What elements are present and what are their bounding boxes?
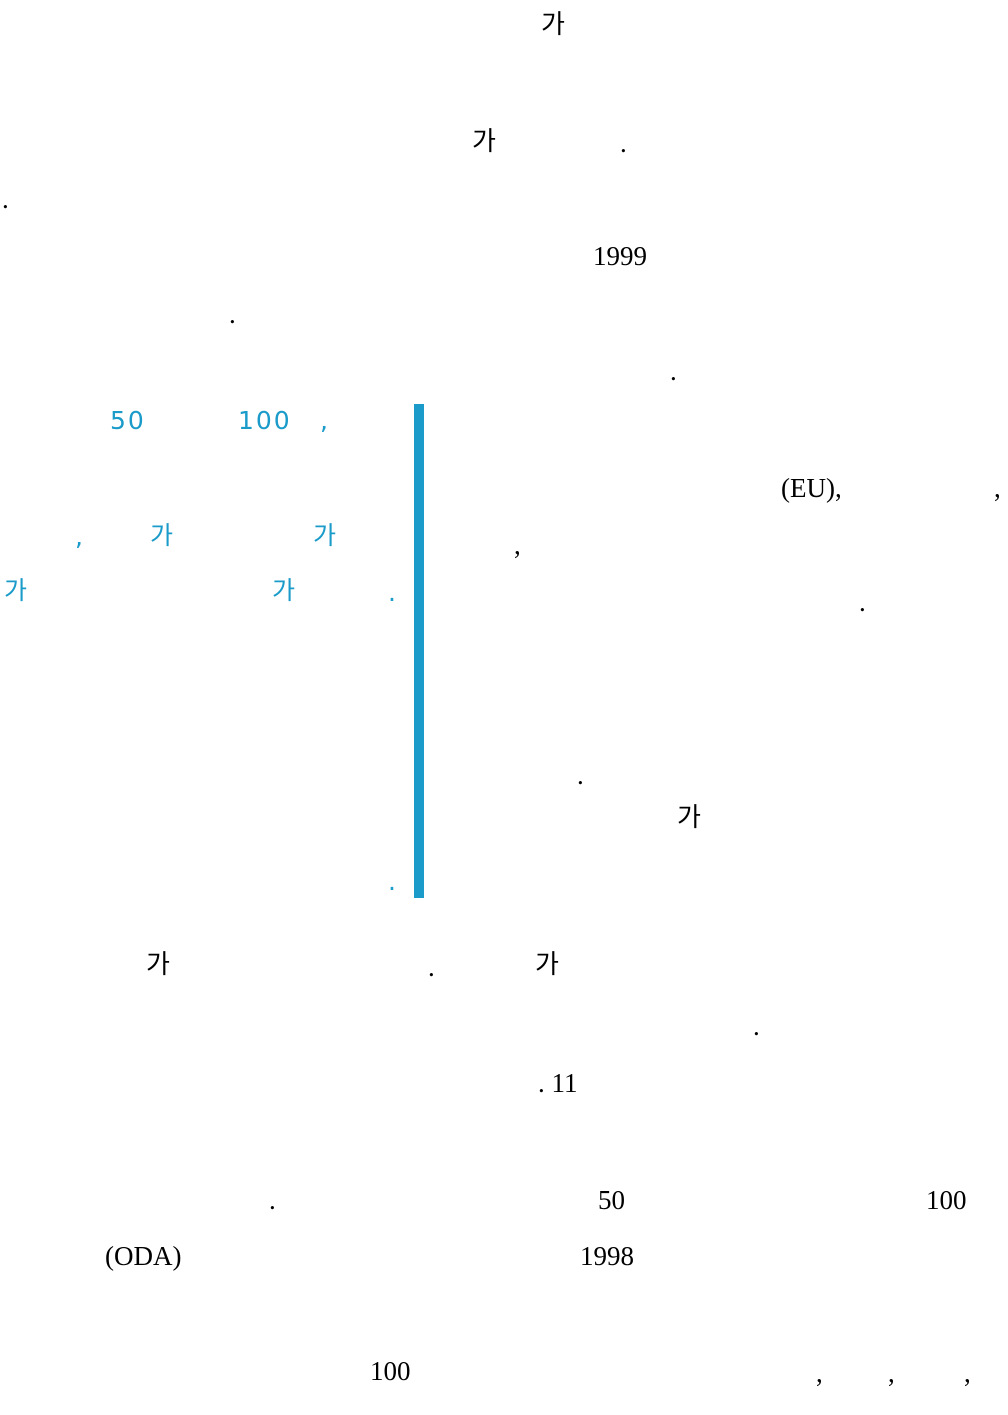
text-fragment: . [428,952,435,982]
pull-quote-fragment: 가 [4,576,30,605]
text-fragment: . 11 [538,1068,578,1098]
text-fragment: 1999 [593,241,647,271]
text-fragment: , [994,473,1001,503]
text-fragment: 100 [926,1185,967,1215]
text-fragment: . [670,356,677,386]
text-fragment: , [816,1358,823,1388]
text-fragment: . [620,128,627,158]
text-fragment: (ODA) [105,1241,182,1271]
text-fragment: . [2,184,9,214]
pull-quote-fragment: , [75,522,85,551]
pull-quote-fragment: 가 [150,521,176,550]
text-fragment: . [753,1011,760,1041]
text-fragment: 가 [146,950,170,980]
pull-quote-rule [414,404,424,898]
text-fragment: 가 [541,10,565,40]
pull-quote-fragment: 가 [313,521,339,550]
text-fragment: 가 [535,950,559,980]
text-fragment: 1998 [580,1241,634,1271]
text-fragment: 100 [370,1356,411,1386]
text-fragment: , [514,530,521,560]
pull-quote-fragment: . [388,578,398,607]
text-fragment: 가 [472,127,496,157]
text-fragment: . [229,299,236,329]
text-fragment: . [269,1185,276,1215]
pull-quote-fragment: 50 [110,406,146,435]
pull-quote-fragment: , [320,406,330,435]
text-fragment: . [859,587,866,617]
text-fragment: 가 [677,803,701,833]
pull-quote-fragment: 가 [272,576,298,605]
text-fragment: , [888,1358,895,1388]
text-fragment: (EU), [781,473,842,503]
pull-quote-fragment: 100 [238,406,292,435]
text-fragment: . [577,760,584,790]
text-fragment: , [964,1358,971,1388]
pull-quote-fragment: . [388,867,398,896]
text-fragment: 50 [598,1185,625,1215]
